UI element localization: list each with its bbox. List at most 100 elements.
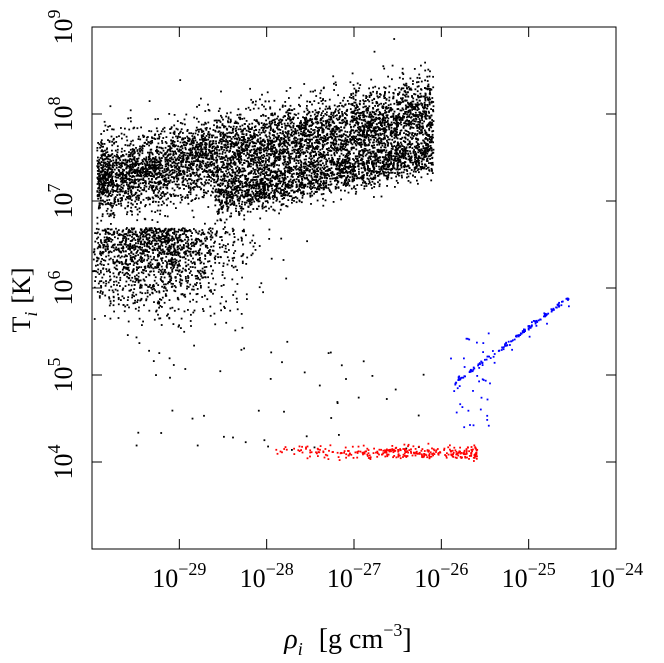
data-point-black [366, 131, 368, 134]
data-point-black [343, 126, 346, 129]
data-point-black [115, 141, 118, 143]
data-point-black [283, 122, 286, 125]
data-point-black [331, 142, 334, 145]
data-point-black [343, 120, 346, 123]
data-point-black [411, 132, 414, 134]
data-point-black [154, 156, 157, 158]
data-point-black [297, 132, 300, 134]
data-point-black [189, 153, 191, 155]
data-point-black [405, 106, 408, 109]
data-point-black [138, 190, 141, 192]
data-point-black [242, 142, 245, 144]
data-point-black [262, 160, 265, 162]
data-point-black [175, 152, 177, 154]
data-point-black [239, 183, 241, 186]
data-point-black [131, 171, 133, 174]
data-point-black [418, 128, 421, 130]
data-point-black [224, 125, 227, 128]
data-point-black [407, 134, 409, 137]
data-point-black [133, 179, 136, 182]
data-point-black [412, 100, 415, 103]
data-point-black [250, 155, 253, 158]
data-point-black [254, 159, 257, 162]
data-point-black [96, 222, 99, 225]
data-point-black [235, 137, 238, 140]
data-point-black [263, 150, 265, 153]
data-point-black [167, 182, 169, 185]
data-point-black [154, 173, 157, 175]
data-point-black [410, 101, 412, 104]
data-point-black [202, 140, 204, 142]
data-point-black [383, 134, 386, 137]
data-point-black [157, 201, 160, 203]
data-point-black [103, 174, 105, 177]
data-point-black [203, 189, 205, 191]
data-point-black [239, 153, 241, 156]
data-point-black [129, 178, 132, 181]
data-point-black [135, 147, 137, 149]
data-point-black [153, 158, 156, 161]
data-point-black [202, 162, 205, 165]
data-point-black [157, 204, 160, 207]
data-point-black [105, 191, 107, 193]
data-point-black [212, 142, 215, 145]
data-point-black [111, 182, 113, 185]
data-point-black [235, 126, 238, 128]
data-point-black [212, 174, 215, 177]
data-point-black [405, 82, 408, 85]
data-point-black [259, 156, 262, 158]
data-point-black [349, 140, 352, 143]
data-point-black [335, 108, 337, 111]
data-point-black [244, 147, 247, 149]
data-point-black [352, 125, 355, 128]
data-point-black [365, 97, 367, 99]
data-point-black [182, 180, 184, 183]
data-point-black [103, 130, 105, 132]
data-point-black [122, 194, 125, 197]
data-point-black [109, 203, 112, 206]
data-point-black [426, 124, 429, 127]
data-point-black [205, 151, 207, 153]
data-point-black [227, 182, 230, 185]
data-point-black [120, 162, 123, 165]
data-point-black [107, 182, 110, 185]
data-point-black [266, 138, 269, 141]
data-point-black [358, 150, 361, 153]
data-point-black [103, 162, 105, 165]
data-point-black [273, 119, 275, 121]
data-point-black [127, 165, 130, 167]
data-point-black [424, 130, 427, 133]
data-point-black [101, 215, 104, 218]
data-point-black [419, 121, 421, 123]
data-point-black [421, 104, 423, 107]
data-point-black [121, 199, 123, 202]
data-point-black [195, 197, 197, 200]
data-point-black [162, 128, 164, 131]
data-point-black [122, 187, 124, 190]
data-point-black [169, 179, 172, 182]
data-point-black [101, 184, 104, 187]
data-point-black [157, 196, 160, 199]
data-point-black [253, 171, 256, 174]
data-point-black [298, 155, 300, 157]
data-point-black [255, 161, 257, 164]
data-point-black [180, 196, 183, 199]
data-point-black [307, 130, 309, 133]
data-point-black [247, 162, 250, 165]
data-point-black [186, 130, 189, 132]
data-point-black [113, 197, 116, 200]
data-point-black [114, 175, 117, 178]
data-point-black [282, 150, 284, 153]
data-point-black [269, 172, 272, 175]
data-point-black [424, 104, 427, 106]
data-point-black [139, 168, 142, 171]
data-point-black [178, 133, 180, 135]
data-point-black [371, 99, 374, 102]
data-point-black [416, 101, 419, 104]
data-point-black [369, 135, 372, 138]
data-point-black [143, 184, 146, 187]
data-point-black [418, 132, 421, 135]
data-point-black [125, 161, 128, 164]
data-point-black [301, 148, 304, 151]
data-point-black [332, 120, 335, 123]
